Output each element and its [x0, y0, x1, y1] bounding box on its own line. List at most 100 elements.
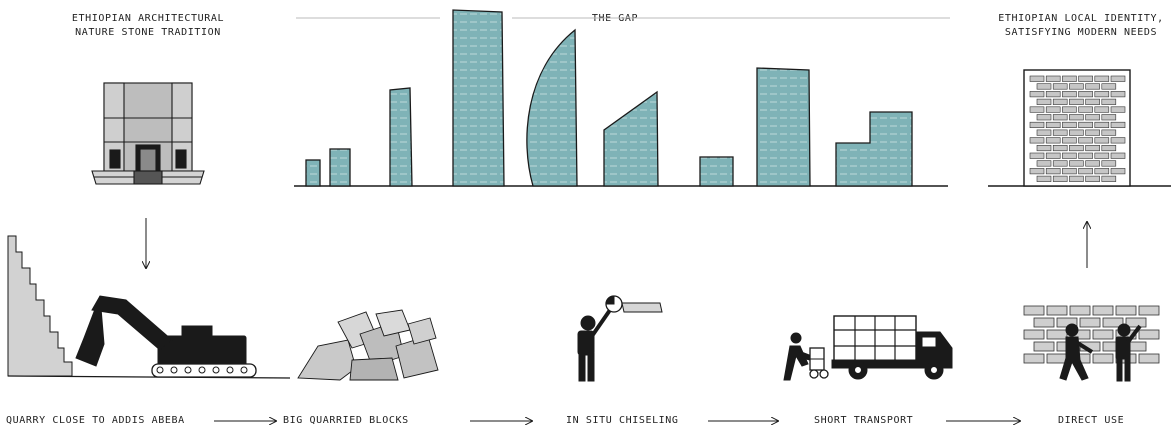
brick: [1110, 121, 1126, 128]
brick: [1045, 75, 1061, 82]
brick: [1052, 145, 1068, 152]
brick: [1033, 341, 1055, 352]
building-1: [305, 159, 321, 187]
brick: [1069, 98, 1084, 105]
brick: [1125, 317, 1147, 328]
quarried-blocks-icon: [297, 309, 439, 381]
brick: [1094, 137, 1110, 144]
brick: [1078, 168, 1093, 175]
brick: [1101, 114, 1117, 121]
brick: [1045, 152, 1061, 159]
brick: [1062, 137, 1077, 144]
step-label-chiseling: IN SITU CHISELING: [566, 415, 679, 426]
brick: [1085, 145, 1100, 152]
brick: [1110, 152, 1126, 159]
building-8: [756, 67, 811, 187]
brick: [1078, 106, 1093, 113]
brick: [1029, 137, 1045, 144]
left-title-line1: ETHIOPIAN ARCHITECTURAL: [71, 13, 225, 24]
right-title: ETHIOPIAN LOCAL IDENTITY, SATISFYING MOD…: [992, 12, 1170, 40]
brick: [1062, 75, 1077, 82]
brick: [1052, 175, 1068, 182]
brick: [1052, 83, 1068, 90]
brick: [1069, 145, 1084, 152]
brick: [1029, 152, 1045, 159]
building-3: [389, 87, 413, 187]
brick: [1092, 353, 1114, 364]
brick: [1062, 168, 1077, 175]
brick: [1094, 106, 1110, 113]
brick: [1078, 91, 1093, 98]
brick: [1069, 305, 1091, 316]
brick: [1036, 160, 1052, 167]
brick: [1101, 175, 1117, 182]
step-label-blocks: BIG QUARRIED BLOCKS: [283, 415, 409, 426]
brick: [1046, 329, 1068, 340]
brick: [1046, 305, 1068, 316]
brick: [1079, 317, 1101, 328]
brick: [1029, 106, 1045, 113]
brick: [1138, 353, 1160, 364]
building-6: [603, 90, 659, 187]
brick: [1023, 329, 1045, 340]
brick: [1101, 129, 1117, 136]
brick: [1085, 83, 1100, 90]
brick: [1045, 91, 1061, 98]
direct-use-wall-icon: [1023, 305, 1160, 382]
brick: [1036, 114, 1052, 121]
brick: [1101, 145, 1117, 152]
brick: [1045, 137, 1061, 144]
brick: [1078, 121, 1093, 128]
brick: [1102, 317, 1124, 328]
brick: [1069, 129, 1084, 136]
brick: [1085, 98, 1100, 105]
brick: [1110, 91, 1126, 98]
building-2: [329, 148, 351, 187]
brick: [1062, 152, 1077, 159]
brick: [1052, 98, 1068, 105]
excavator-icon: [75, 295, 257, 378]
brick: [1062, 121, 1077, 128]
brick: [1094, 152, 1110, 159]
brick: [1085, 129, 1100, 136]
quarry-stairs-icon: [7, 235, 291, 379]
brick: [1094, 75, 1110, 82]
brick: [1029, 75, 1045, 82]
brick: [1110, 75, 1126, 82]
left-title: ETHIOPIAN ARCHITECTURAL NATURE STONE TRA…: [48, 12, 248, 40]
brick: [1094, 168, 1110, 175]
building-7: [699, 156, 734, 187]
brick: [1023, 305, 1045, 316]
brick: [1069, 160, 1084, 167]
right-title-line2: SATISFYING MODERN NEEDS: [1004, 27, 1158, 38]
brick: [1110, 106, 1126, 113]
brick: [1069, 175, 1084, 182]
brick: [1052, 160, 1068, 167]
brick: [1062, 91, 1077, 98]
brick: [1078, 137, 1093, 144]
brick: [1110, 137, 1126, 144]
brick: [1045, 121, 1061, 128]
builder-workers-icon: [1059, 323, 1142, 382]
brick: [1052, 129, 1068, 136]
brick: [1115, 305, 1137, 316]
brick: [1036, 98, 1052, 105]
brick: [1078, 152, 1093, 159]
brick: [1062, 106, 1077, 113]
brick: [1036, 83, 1052, 90]
brick: [1036, 145, 1052, 152]
brick: [1092, 329, 1114, 340]
brick: [1023, 353, 1045, 364]
left-title-line2: NATURE STONE TRADITION: [75, 27, 221, 38]
step-label-quarry: QUARRY CLOSE TO ADDIS ABEBA: [6, 415, 185, 426]
skyline-gap: [294, 9, 948, 187]
right-title-line1: ETHIOPIAN LOCAL IDENTITY,: [998, 13, 1164, 24]
brick: [1052, 114, 1068, 121]
brick: [1101, 160, 1117, 167]
brick: [1138, 329, 1160, 340]
traditional-stone-building-icon: [91, 82, 205, 185]
brick: [1069, 114, 1084, 121]
brick: [1029, 121, 1045, 128]
building-4: [452, 9, 505, 187]
